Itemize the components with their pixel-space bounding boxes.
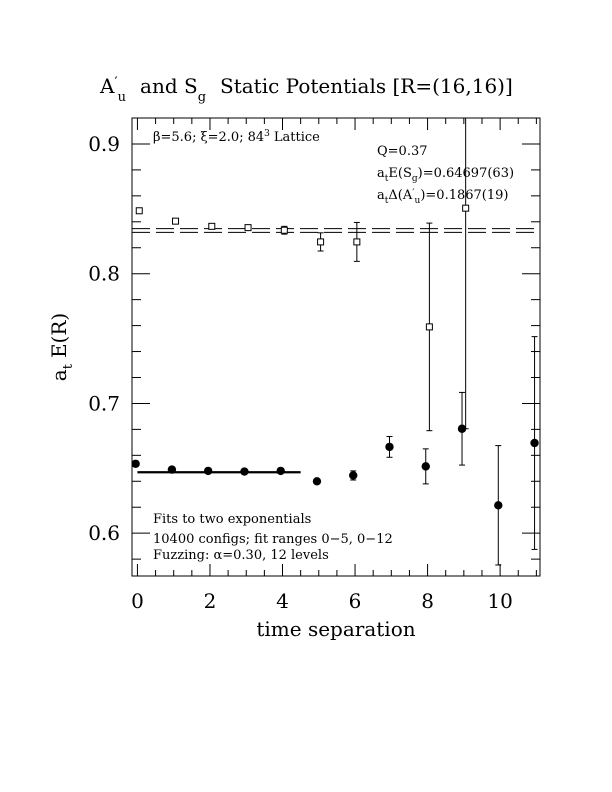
- data-point-circle: [457, 391, 467, 466]
- fit-lines: [132, 228, 540, 474]
- data-series: [131, 117, 539, 566]
- data-point-circle: [203, 466, 213, 476]
- data-point-square: [317, 232, 325, 252]
- data-point-square: [462, 117, 470, 430]
- y-axis-title: atE(R): [47, 313, 76, 381]
- square-marker: [280, 226, 288, 234]
- square-marker: [208, 222, 216, 230]
- square-marker: [425, 323, 433, 331]
- q-annotation: Q=0.37: [377, 144, 428, 159]
- x-tick-label: 0: [131, 589, 144, 613]
- circle-marker: [203, 466, 213, 476]
- square-marker: [462, 204, 470, 212]
- circle-marker: [421, 462, 430, 471]
- data-point-circle: [349, 470, 358, 481]
- lattice-annotation: β=5.6; ξ=2.0; 843 Lattice: [153, 129, 320, 145]
- circle-marker: [349, 471, 358, 480]
- y-tick-label: 0.8: [88, 262, 120, 286]
- data-point-square: [172, 217, 180, 225]
- data-point-square: [208, 222, 216, 230]
- x-tick-labels: 0 2 4 6 8 10: [131, 589, 513, 613]
- circle-marker: [240, 467, 249, 476]
- axis-ticks: [132, 117, 540, 576]
- x-tick-label: 6: [349, 589, 362, 613]
- x-axis-title: time separation: [256, 617, 415, 641]
- configs-annotation: 10400 configs; fit ranges 0−5, 0−12: [153, 532, 393, 547]
- circle-marker: [131, 459, 140, 468]
- data-point-square: [135, 207, 143, 215]
- square-marker: [135, 207, 143, 215]
- circle-marker: [457, 424, 467, 433]
- circle-marker: [276, 466, 285, 476]
- square-marker: [244, 224, 252, 232]
- data-point-circle: [131, 459, 140, 468]
- data-point-square: [353, 221, 361, 262]
- circle-marker: [530, 438, 539, 448]
- plot-frame: [131, 117, 541, 577]
- chart-title: A′u and Sg Static Potentials [R=(16,16)]: [99, 74, 513, 105]
- circle-marker: [312, 477, 322, 486]
- data-point-circle: [385, 436, 394, 458]
- data-point-circle: [167, 465, 177, 474]
- x-tick-label: 2: [204, 589, 217, 613]
- data-point-circle: [494, 445, 503, 566]
- fits-annotation: Fits to two exponentials: [153, 512, 311, 527]
- square-marker: [172, 217, 180, 225]
- data-point-circle: [276, 466, 285, 476]
- x-tick-label: 10: [487, 589, 512, 613]
- y-tick-label: 0.6: [88, 521, 120, 545]
- energy-annotation: atE(Sg)=0.64697(63): [377, 166, 514, 184]
- y-tick-label: 0.9: [88, 132, 120, 156]
- data-point-circle: [240, 467, 249, 476]
- data-point-circle: [530, 336, 539, 550]
- data-point-circle: [312, 477, 322, 486]
- y-tick-labels: 0.6 0.7 0.8 0.9: [88, 132, 120, 545]
- square-marker: [353, 238, 361, 246]
- fuzzing-annotation: Fuzzing: α=0.30, 12 levels: [153, 548, 329, 563]
- data-point-square: [425, 222, 433, 432]
- square-marker: [317, 238, 325, 246]
- x-tick-label: 8: [421, 589, 434, 613]
- x-tick-label: 4: [276, 589, 289, 613]
- circle-marker: [167, 465, 177, 474]
- circle-marker: [494, 501, 503, 510]
- circle-marker: [385, 442, 394, 452]
- data-point-square: [244, 224, 252, 232]
- data-point-circle: [421, 448, 430, 485]
- y-tick-label: 0.7: [88, 391, 120, 415]
- gap-annotation: atΔ(A′u)=0.1867(19): [377, 188, 508, 206]
- data-point-square: [280, 225, 288, 235]
